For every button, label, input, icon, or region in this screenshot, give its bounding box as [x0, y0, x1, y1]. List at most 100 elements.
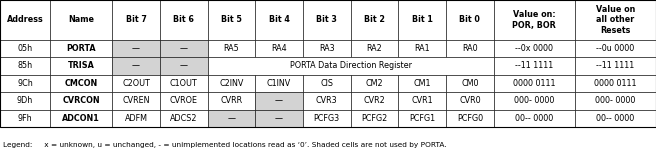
Bar	[50, 57, 112, 75]
Text: CVR2: CVR2	[363, 96, 385, 105]
Bar	[255, 0, 303, 40]
Bar	[0, 0, 50, 40]
Text: Name: Name	[68, 15, 94, 24]
Text: --11 1111: --11 1111	[596, 61, 634, 70]
Bar	[255, 110, 303, 127]
Bar	[575, 57, 656, 75]
Bar	[446, 75, 494, 92]
Text: 9Fh: 9Fh	[18, 114, 32, 123]
Text: —: —	[180, 44, 188, 53]
Bar	[446, 40, 494, 57]
Bar	[160, 110, 207, 127]
Bar	[351, 0, 398, 40]
Text: CMCON: CMCON	[64, 79, 98, 88]
Text: RA1: RA1	[415, 44, 430, 53]
Bar	[160, 92, 207, 110]
Bar	[160, 75, 207, 92]
Bar	[575, 75, 656, 92]
Text: Bit 3: Bit 3	[316, 15, 337, 24]
Text: Bit 2: Bit 2	[364, 15, 385, 24]
Text: 000- 0000: 000- 0000	[595, 96, 636, 105]
Text: C2INV: C2INV	[219, 79, 243, 88]
Text: PCFG2: PCFG2	[361, 114, 388, 123]
Text: —: —	[275, 96, 283, 105]
Bar	[351, 92, 398, 110]
Text: PORTA: PORTA	[66, 44, 96, 53]
Text: CM0: CM0	[461, 79, 479, 88]
Text: —: —	[132, 61, 140, 70]
Bar	[494, 40, 575, 57]
Bar	[207, 57, 494, 75]
Text: --0u 0000: --0u 0000	[596, 44, 634, 53]
Bar	[112, 92, 160, 110]
Bar	[50, 40, 112, 57]
Text: C1INV: C1INV	[267, 79, 291, 88]
Text: ADFM: ADFM	[125, 114, 148, 123]
Text: PCFG3: PCFG3	[314, 114, 340, 123]
Text: PCFG1: PCFG1	[409, 114, 436, 123]
Bar	[50, 110, 112, 127]
Bar	[398, 110, 446, 127]
Text: 0000 0111: 0000 0111	[594, 79, 637, 88]
Text: 00-- 0000: 00-- 0000	[515, 114, 554, 123]
Text: —: —	[228, 114, 236, 123]
Text: --0x 0000: --0x 0000	[516, 44, 554, 53]
Bar	[255, 75, 303, 92]
Bar	[446, 110, 494, 127]
Text: CVRCON: CVRCON	[62, 96, 100, 105]
Bar	[575, 0, 656, 40]
Text: —: —	[180, 61, 188, 70]
Text: RA5: RA5	[224, 44, 239, 53]
Text: RA2: RA2	[367, 44, 382, 53]
Bar	[207, 110, 255, 127]
Bar	[446, 0, 494, 40]
Text: CM2: CM2	[365, 79, 383, 88]
Bar	[0, 57, 50, 75]
Bar	[494, 0, 575, 40]
Bar	[112, 0, 160, 40]
Text: ADCON1: ADCON1	[62, 114, 100, 123]
Bar	[50, 0, 112, 40]
Text: CVR1: CVR1	[411, 96, 433, 105]
Text: CVRR: CVRR	[220, 96, 243, 105]
Text: RA4: RA4	[272, 44, 287, 53]
Bar	[351, 40, 398, 57]
Text: C1OUT: C1OUT	[170, 79, 197, 88]
Text: 9Dh: 9Dh	[17, 96, 33, 105]
Text: TRISA: TRISA	[68, 61, 94, 70]
Text: CM1: CM1	[413, 79, 431, 88]
Bar	[398, 40, 446, 57]
Text: --11 1111: --11 1111	[515, 61, 554, 70]
Text: Bit 4: Bit 4	[269, 15, 289, 24]
Bar	[398, 0, 446, 40]
Bar	[112, 110, 160, 127]
Bar	[207, 40, 255, 57]
Text: CVROE: CVROE	[170, 96, 197, 105]
Text: PCFG0: PCFG0	[457, 114, 483, 123]
Bar	[207, 92, 255, 110]
Bar	[160, 57, 207, 75]
Bar	[351, 110, 398, 127]
Text: 0000 0111: 0000 0111	[513, 79, 556, 88]
Text: —: —	[132, 44, 140, 53]
Text: RA3: RA3	[319, 44, 335, 53]
Text: Value on
all other
Resets: Value on all other Resets	[596, 5, 635, 35]
Text: 9Ch: 9Ch	[17, 79, 33, 88]
Bar	[112, 40, 160, 57]
Bar	[303, 75, 351, 92]
Bar	[303, 40, 351, 57]
Text: CVR0: CVR0	[459, 96, 481, 105]
Bar	[303, 92, 351, 110]
Text: 00-- 0000: 00-- 0000	[596, 114, 634, 123]
Text: Bit 6: Bit 6	[173, 15, 194, 24]
Bar	[0, 110, 50, 127]
Bar	[575, 92, 656, 110]
Bar	[351, 75, 398, 92]
Text: CIS: CIS	[320, 79, 333, 88]
Text: CVR3: CVR3	[316, 96, 338, 105]
Text: Legend:     x = unknown, u = unchanged, - = unimplemented locations read as ‘0’.: Legend: x = unknown, u = unchanged, - = …	[3, 142, 447, 148]
Bar	[255, 92, 303, 110]
Text: Bit 7: Bit 7	[125, 15, 146, 24]
Bar	[0, 92, 50, 110]
Text: PORTA Data Direction Register: PORTA Data Direction Register	[290, 61, 412, 70]
